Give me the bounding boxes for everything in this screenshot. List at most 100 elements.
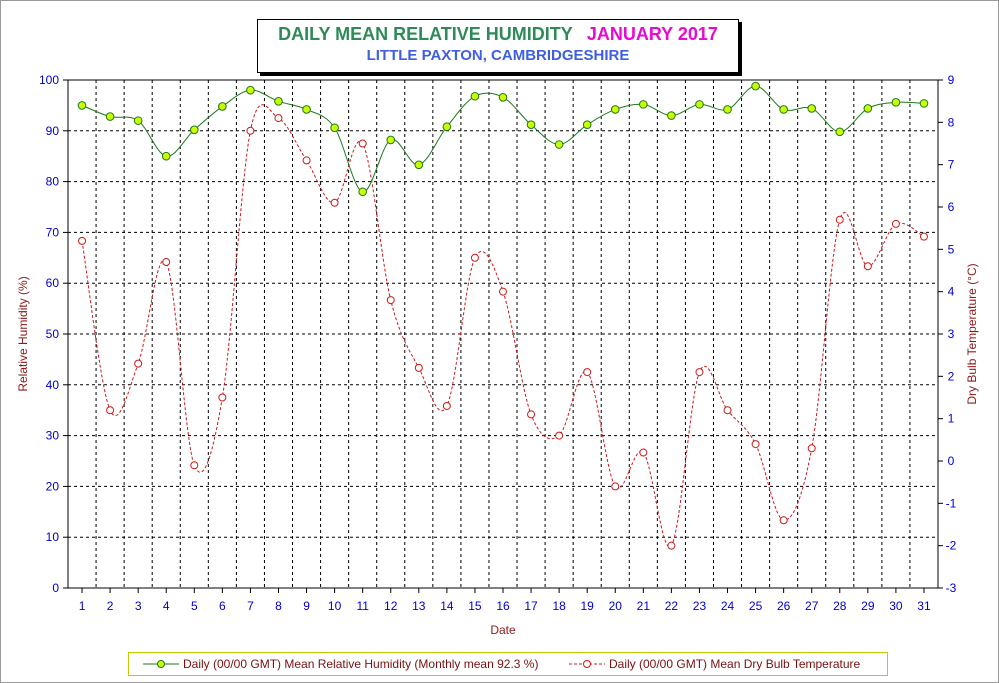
x-tick-label: 16 xyxy=(496,599,510,613)
x-tick-label: 23 xyxy=(693,599,707,613)
y-tick-label: 60 xyxy=(46,276,60,290)
temperature-point xyxy=(527,410,536,419)
humidity-point xyxy=(582,120,592,130)
x-axis-title: Date xyxy=(490,623,516,637)
temperature-point xyxy=(134,359,143,368)
temperature-point xyxy=(414,363,423,372)
humidity-point xyxy=(835,127,845,137)
humidity-point xyxy=(919,99,929,108)
x-tick-label: 19 xyxy=(581,599,595,613)
y-tick-label: 10 xyxy=(46,530,60,544)
temperature-point xyxy=(807,444,816,453)
humidity-point xyxy=(554,140,564,149)
x-tick-label: 25 xyxy=(749,599,763,613)
y-tick-label: 40 xyxy=(46,378,60,392)
x-tick-label: 26 xyxy=(777,599,791,613)
y2-tick-label: 4 xyxy=(948,285,955,299)
x-tick-label: 5 xyxy=(191,599,198,613)
temperature-point xyxy=(78,236,87,245)
x-tick-label: 29 xyxy=(861,599,875,613)
y-tick-label: 0 xyxy=(52,581,59,595)
x-tick-label: 11 xyxy=(356,599,369,613)
y-tick-label: 90 xyxy=(46,124,60,138)
y2-axis-title: Dry Bulb Temperature (°C) xyxy=(965,263,979,404)
temperature-point xyxy=(274,114,283,123)
y-tick-label: 30 xyxy=(46,429,60,443)
humidity-point xyxy=(863,104,873,113)
temperature-point xyxy=(611,482,620,491)
y-tick-label: 20 xyxy=(46,479,60,493)
y2-tick-label: -2 xyxy=(946,539,957,553)
humidity-point xyxy=(723,105,732,114)
y-axis-title: Relative Humidity (%) xyxy=(16,276,30,391)
y2-tick-label: 2 xyxy=(948,369,955,383)
chart-legend: Daily (00/00 GMT) Mean Relative Humidity… xyxy=(128,652,888,676)
humidity-point xyxy=(498,92,508,102)
y-tick-label: 100 xyxy=(39,73,59,87)
y2-tick-label: 9 xyxy=(948,73,955,87)
x-tick-label: 12 xyxy=(384,599,398,613)
x-tick-label: 2 xyxy=(107,599,114,613)
x-tick-label: 27 xyxy=(805,599,819,613)
temperature-point xyxy=(358,139,367,148)
x-tick-label: 17 xyxy=(524,599,538,613)
humidity-point xyxy=(77,101,87,110)
y2-tick-label: 0 xyxy=(948,454,955,468)
humidity-point xyxy=(442,122,452,132)
temperature-point xyxy=(667,541,676,550)
temperature-point xyxy=(106,406,115,415)
y-tick-label: 50 xyxy=(46,327,60,341)
humidity-point xyxy=(695,100,704,109)
humidity-point xyxy=(161,151,171,161)
chart-title-month: JANUARY 2017 xyxy=(586,24,718,44)
temperature-point xyxy=(835,215,844,224)
chart-subtitle: LITTLE PAXTON, CAMBRIDGESHIRE xyxy=(366,47,630,64)
chart-title: DAILY MEAN RELATIVE HUMIDITY JANUARY 2017 xyxy=(258,24,738,45)
humidity-point xyxy=(779,105,788,114)
temperature-point xyxy=(442,401,451,410)
humidity-point xyxy=(610,105,620,114)
x-tick-label: 7 xyxy=(247,599,254,613)
y-tick-label: 70 xyxy=(46,225,60,239)
humidity-point xyxy=(807,104,817,113)
humidity-point xyxy=(330,123,339,133)
y2-tick-label: 8 xyxy=(948,115,955,129)
humidity-point xyxy=(246,85,255,95)
y2-tick-label: 1 xyxy=(948,412,955,426)
temperature-point xyxy=(863,262,872,271)
temperature-point xyxy=(779,516,788,525)
humidity-point xyxy=(414,160,424,170)
x-tick-label: 4 xyxy=(163,599,170,613)
humidity-point xyxy=(639,100,648,109)
y2-tick-label: 7 xyxy=(948,158,955,172)
humidity-point xyxy=(667,111,676,120)
humidity-point xyxy=(470,91,480,101)
x-tick-label: 28 xyxy=(833,599,847,613)
y2-tick-label: 6 xyxy=(948,200,955,214)
x-tick-label: 30 xyxy=(889,599,903,613)
x-tick-label: 13 xyxy=(412,599,426,613)
x-tick-label: 10 xyxy=(328,599,342,613)
humidity-point xyxy=(526,120,536,130)
chart-title-main: DAILY MEAN RELATIVE HUMIDITY xyxy=(278,24,573,44)
legend-temperature-swatch xyxy=(569,660,605,668)
temperature-point xyxy=(695,368,704,377)
y-tick-label: 80 xyxy=(46,175,60,189)
y2-tick-label: -1 xyxy=(946,496,957,510)
legend-humidity-label: Daily (00/00 GMT) Mean Relative Humidity… xyxy=(183,657,539,671)
temperature-point xyxy=(218,393,227,402)
x-tick-label: 31 xyxy=(917,599,931,613)
x-tick-label: 14 xyxy=(440,599,454,613)
temperature-point xyxy=(499,287,507,296)
legend-temperature-label: Daily (00/00 GMT) Mean Dry Bulb Temperat… xyxy=(609,657,861,671)
series-line-temperature xyxy=(81,104,925,548)
temperature-point xyxy=(639,448,648,457)
humidity-point xyxy=(751,81,760,91)
x-tick-label: 8 xyxy=(275,599,282,613)
temperature-point xyxy=(583,368,592,377)
temperature-point xyxy=(162,258,171,267)
x-tick-label: 18 xyxy=(552,599,566,613)
temperature-point xyxy=(723,406,732,415)
temperature-point xyxy=(330,198,339,207)
